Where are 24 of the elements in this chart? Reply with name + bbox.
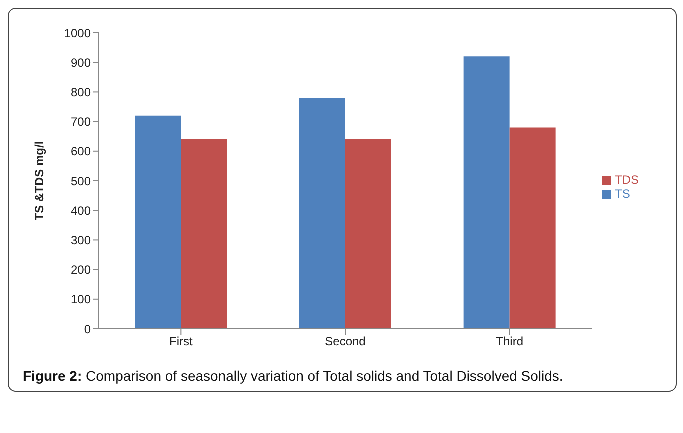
y-tick-label: 900	[70, 56, 92, 70]
y-tick-label: 700	[70, 115, 92, 130]
y-tick-label: 100	[70, 292, 92, 307]
x-tick-label: Third	[496, 334, 524, 349]
y-tick-label: 400	[70, 204, 92, 218]
bar	[345, 140, 392, 329]
bar	[181, 140, 228, 329]
x-tick-label: First	[170, 334, 194, 349]
y-tick-label: 600	[70, 144, 92, 159]
y-tick-label: 200	[70, 263, 92, 278]
legend-label: TDS	[615, 172, 639, 186]
bar	[135, 116, 182, 329]
y-tick-label: 1000	[64, 26, 92, 40]
y-tick-label: 500	[70, 174, 92, 188]
y-tick-label: 800	[70, 85, 92, 100]
y-axis-title: TS &TDS mg/l	[32, 141, 46, 221]
bar	[299, 98, 346, 329]
y-tick-label: 0	[84, 322, 92, 336]
legend-label: TS	[615, 186, 630, 200]
y-tick-label: 300	[70, 233, 92, 248]
caption: Figure 2: Comparison of seasonally variation of Total solids and Total Dissolved Solids.	[22, 367, 564, 386]
bar	[510, 128, 556, 329]
bar	[464, 56, 510, 329]
x-tick-label: Second	[325, 334, 366, 349]
